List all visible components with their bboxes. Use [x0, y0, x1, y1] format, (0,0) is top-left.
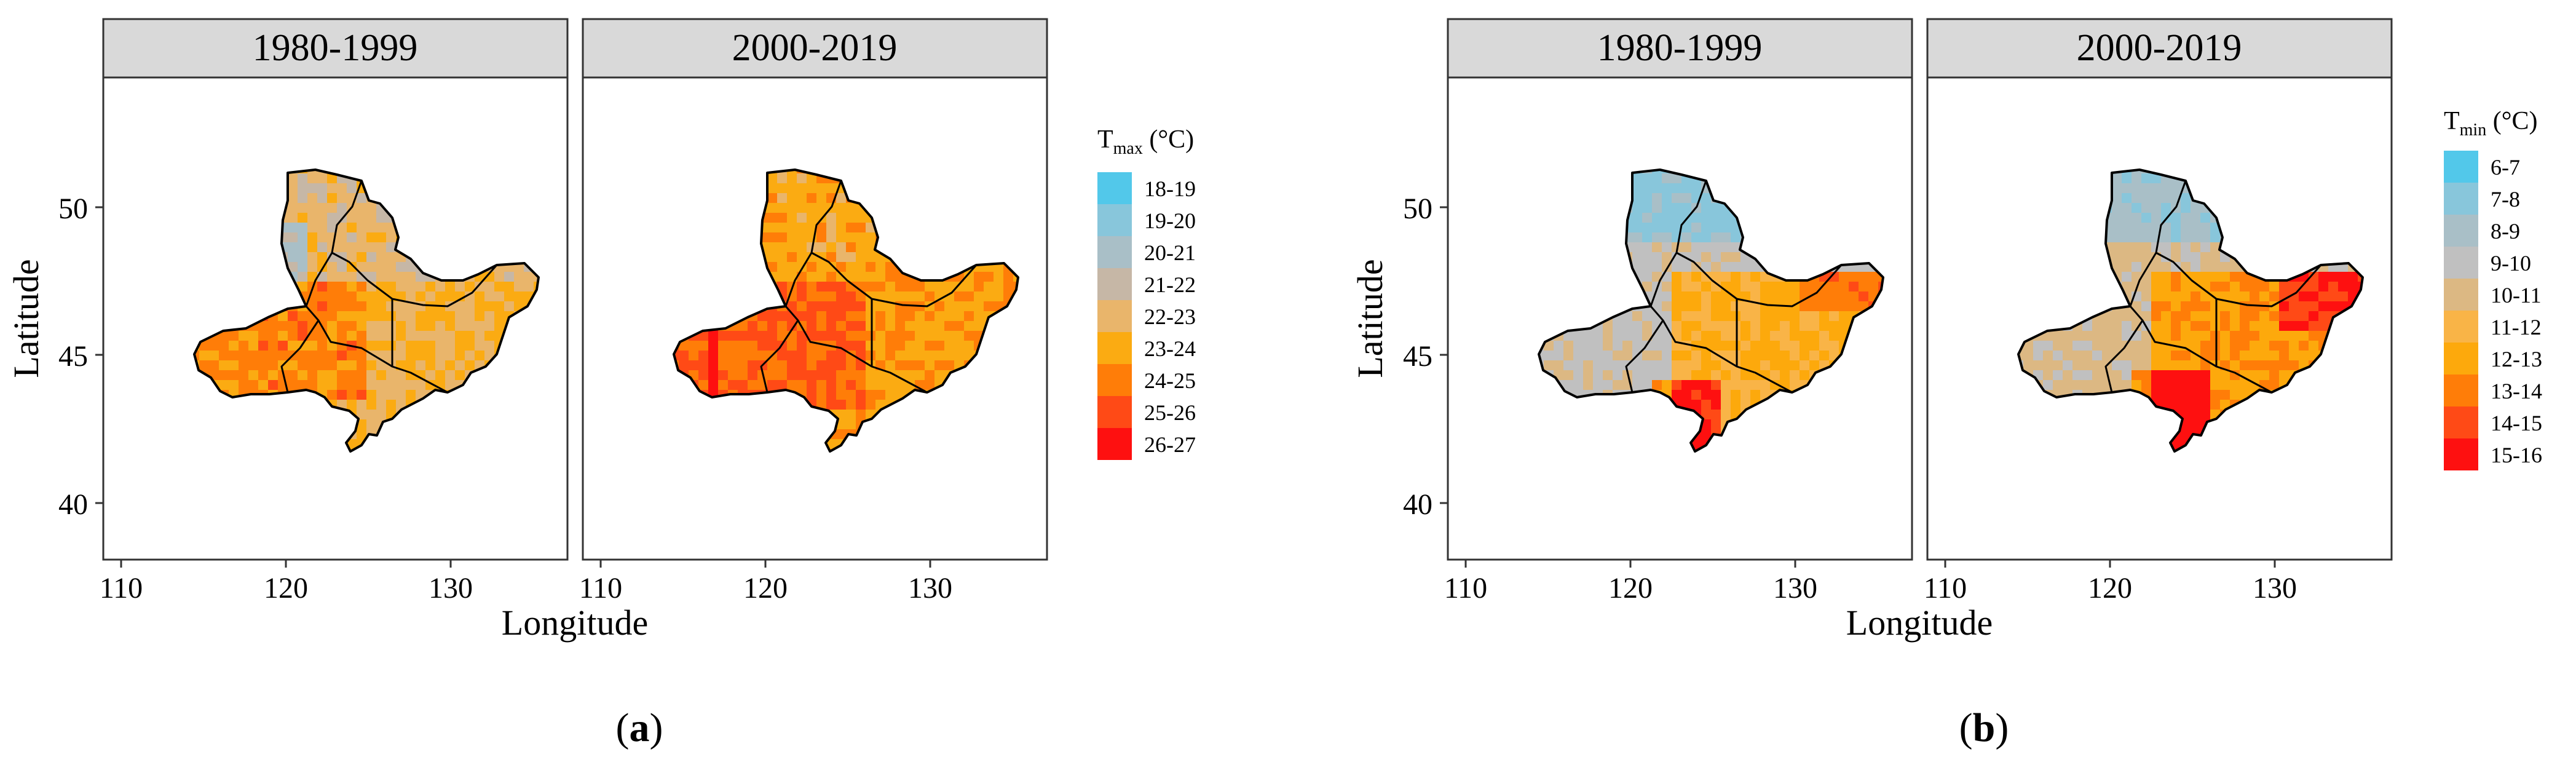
- legend-label: 14-15: [2491, 411, 2542, 435]
- legend-swatch: [1097, 428, 1132, 460]
- x-tick-label: 120: [2088, 572, 2132, 605]
- caption-b: (b): [1959, 705, 2009, 750]
- panel-a-2000-2019: 2000-2019: [582, 18, 1048, 561]
- legend-swatch: [1097, 236, 1132, 268]
- legend-keys: 6-7 7-8 8-9 9-10 10-11 11-12 12-13 13-14 14-15 15…: [2444, 151, 2542, 470]
- legend-swatch: [2444, 183, 2478, 215]
- panel-strip: [102, 18, 569, 79]
- panel-strip: [582, 18, 1048, 79]
- legend-swatch: [1097, 172, 1132, 204]
- legend-label: 21-22: [1144, 272, 1196, 297]
- legend-title: Tmin (°C): [2444, 107, 2538, 140]
- x-tick-label: 110: [1924, 572, 1967, 605]
- x-tick-label: 110: [1444, 572, 1487, 605]
- y-axis-ticks: 50 45 40: [1403, 192, 1448, 521]
- x-tick-label: 110: [100, 572, 143, 605]
- y-tick-label: 40: [58, 488, 88, 521]
- legend-swatch: [1097, 364, 1132, 396]
- x-axis-title: Longitude: [502, 603, 648, 643]
- panel-strip-label: 1980-1999: [1597, 27, 1763, 69]
- y-axis-title: Latitude: [6, 259, 46, 378]
- x-axis-ticks: 110 120 130 110 120 130: [1444, 560, 2297, 605]
- legend-label: 20-21: [1144, 240, 1196, 265]
- legend-swatch: [2444, 247, 2478, 279]
- y-tick-label: 45: [1403, 340, 1432, 373]
- x-axis-title: Longitude: [1846, 603, 1993, 643]
- y-axis-ticks: 50 45 40: [58, 192, 103, 521]
- legend-label: 19-20: [1144, 208, 1196, 233]
- legend-swatch: [1097, 204, 1132, 236]
- panel-strip-label: 2000-2019: [732, 27, 898, 69]
- x-tick-label: 120: [743, 572, 788, 605]
- panel-strip-label: 2000-2019: [2077, 27, 2242, 69]
- x-tick-label: 130: [908, 572, 952, 605]
- legend-swatch: [1097, 332, 1132, 364]
- legend-swatch: [1097, 300, 1132, 332]
- region-outline: [673, 168, 1019, 453]
- figure-a: 1980-1999 2000-2019 Latitude 50 45 40 11…: [6, 18, 1196, 750]
- legend-label: 18-19: [1144, 176, 1196, 201]
- y-axis-title: Latitude: [1350, 259, 1390, 378]
- legend-label: 15-16: [2491, 443, 2542, 467]
- province-boundaries: [760, 180, 978, 394]
- legend-swatch: [2444, 406, 2478, 438]
- panel-strip: [1926, 18, 2393, 79]
- x-tick-label: 130: [1773, 572, 1817, 605]
- y-tick-label: 50: [1403, 192, 1432, 225]
- x-axis-ticks: 110 120 130 110 120 130: [100, 560, 952, 605]
- figure-b: 1980-1999 2000-2019 Latitude 50 45 40 11…: [1350, 18, 2542, 750]
- legend-swatch: [2444, 151, 2478, 183]
- legend-label: 8-9: [2491, 219, 2520, 244]
- legend-swatch: [2444, 279, 2478, 311]
- x-tick-label: 120: [264, 572, 308, 605]
- legend-swatch: [2444, 311, 2478, 343]
- panel-strip-label: 1980-1999: [253, 27, 418, 69]
- legend-label: 9-10: [2491, 251, 2531, 276]
- legend-swatch: [2444, 375, 2478, 406]
- legend-swatch: [1097, 396, 1132, 428]
- province-boundaries: [1625, 180, 1843, 394]
- region-outline: [193, 168, 540, 453]
- legend-label: 23-24: [1144, 336, 1196, 361]
- y-tick-label: 40: [1403, 488, 1432, 521]
- legend-swatch: [1097, 268, 1132, 300]
- x-tick-label: 130: [2253, 572, 2297, 605]
- y-tick-label: 50: [58, 192, 88, 225]
- panel-b-1980-1999: 1980-1999: [1447, 18, 1913, 561]
- legend-b: Tmin (°C) 6-7 7-8 8-9 9-10 10-11 11-12 12-13 13…: [2444, 107, 2542, 470]
- legend-label: 26-27: [1144, 432, 1196, 457]
- legend-keys: 18-19 19-20 20-21 21-22 22-23 23-24 24-25 25-26…: [1097, 172, 1196, 460]
- legend-label: 11-12: [2491, 315, 2542, 339]
- panel-a-1980-1999: 1980-1999: [102, 18, 569, 561]
- legend-label: 7-8: [2491, 187, 2520, 212]
- legend-swatch: [2444, 215, 2478, 247]
- caption-a: (a): [616, 705, 663, 750]
- legend-label: 25-26: [1144, 400, 1196, 425]
- region-outline: [1538, 168, 1884, 453]
- legend-swatch: [2444, 438, 2478, 470]
- legend-label: 6-7: [2491, 155, 2520, 180]
- x-tick-label: 110: [579, 572, 622, 605]
- x-tick-label: 120: [1608, 572, 1653, 605]
- legend-swatch: [2444, 343, 2478, 375]
- legend-label: 24-25: [1144, 368, 1196, 393]
- panel-b-2000-2019: 2000-2019: [1926, 18, 2393, 561]
- y-tick-label: 45: [58, 340, 88, 373]
- legend-title: Tmax (°C): [1097, 125, 1194, 158]
- legend-label: 10-11: [2491, 283, 2542, 307]
- region-outline: [2017, 168, 2364, 453]
- legend-label: 12-13: [2491, 347, 2542, 371]
- legend-label: 13-14: [2491, 379, 2542, 403]
- province-boundaries: [280, 180, 498, 394]
- province-boundaries: [2104, 180, 2322, 394]
- x-tick-label: 130: [429, 572, 473, 605]
- legend-label: 22-23: [1144, 304, 1196, 329]
- legend-a: Tmax (°C) 18-19 19-20 20-21 21-22 22-23 23-24…: [1097, 125, 1196, 460]
